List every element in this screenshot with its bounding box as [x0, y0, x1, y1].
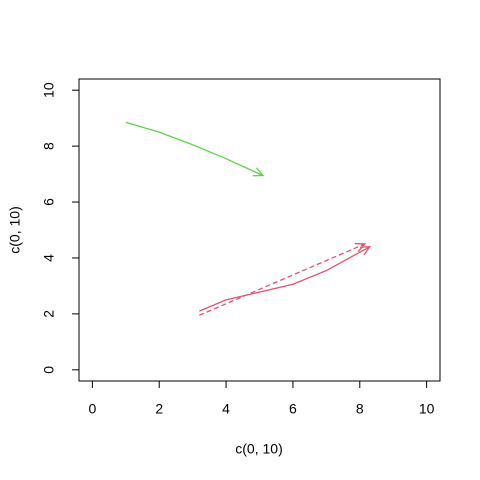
arrowhead: [359, 246, 372, 256]
x-tick-label: 4: [222, 401, 230, 417]
x-tick-label: 10: [419, 401, 435, 417]
y-tick-label: 0: [41, 366, 57, 374]
x-tick-label: 2: [155, 401, 163, 417]
arrowhead: [252, 167, 265, 177]
x-tick-label: 8: [356, 401, 364, 417]
y-tick-label: 8: [41, 142, 57, 150]
arrow-line: [199, 243, 366, 316]
x-tick-label: 0: [88, 401, 96, 417]
x-tick-label: 6: [289, 401, 297, 417]
y-tick-label: 4: [41, 254, 57, 262]
y-tick-label: 10: [41, 82, 57, 98]
arrow-line: [199, 246, 371, 312]
y-axis-label: c(0, 10): [7, 206, 23, 253]
y-tick-label: 2: [41, 310, 57, 318]
arrow-line: [125, 121, 264, 177]
y-tick-label: 6: [41, 198, 57, 206]
arrowhead: [354, 242, 367, 252]
x-axis-label: c(0, 10): [235, 441, 282, 457]
